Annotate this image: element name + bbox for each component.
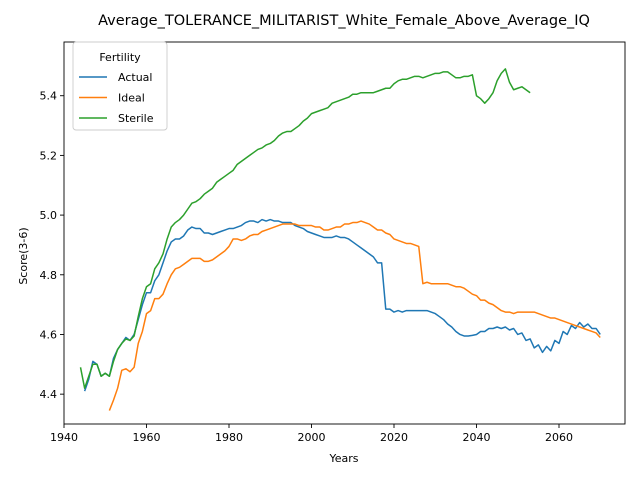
legend-entries: Actual Ideal Sterile xyxy=(79,71,154,125)
y-axis-label: Score(3-6) xyxy=(17,227,30,284)
x-axis: 1940 1960 1980 2000 2020 2040 2060 xyxy=(50,424,573,444)
legend-label-ideal: Ideal xyxy=(118,92,145,105)
series-line-ideal xyxy=(108,220,601,411)
x-tick-label: 1980 xyxy=(215,431,243,444)
x-axis-label: Years xyxy=(328,452,358,465)
legend-title: Fertility xyxy=(99,51,141,64)
legend-box xyxy=(72,41,168,131)
x-tick-label: 1960 xyxy=(133,431,161,444)
series-lines xyxy=(79,68,601,411)
x-tick-label: 2020 xyxy=(380,431,408,444)
legend-label-actual: Actual xyxy=(118,71,152,84)
y-tick-label: 5.0 xyxy=(40,209,58,222)
plot-area-frame xyxy=(63,41,626,425)
y-tick-label: 4.6 xyxy=(40,328,58,341)
x-tick-label: 2040 xyxy=(463,431,491,444)
x-tick-label: 1940 xyxy=(50,431,78,444)
y-tick-label: 4.8 xyxy=(40,269,58,282)
x-tick-label: 2000 xyxy=(298,431,326,444)
y-axis: 4.4 4.6 4.8 5.0 5.2 5.4 xyxy=(40,90,64,401)
y-tick-label: 4.4 xyxy=(40,388,58,401)
series-line-actual xyxy=(83,218,601,392)
legend-label-sterile: Sterile xyxy=(118,112,154,125)
legend: Fertility Actual Ideal Sterile xyxy=(72,41,168,131)
x-tick-label: 2060 xyxy=(545,431,573,444)
y-tick-label: 5.4 xyxy=(40,90,58,103)
series-line-sterile xyxy=(79,68,531,389)
y-tick-label: 5.2 xyxy=(40,149,58,162)
chart-title: Average_TOLERANCE_MILITARIST_White_Femal… xyxy=(98,13,590,29)
